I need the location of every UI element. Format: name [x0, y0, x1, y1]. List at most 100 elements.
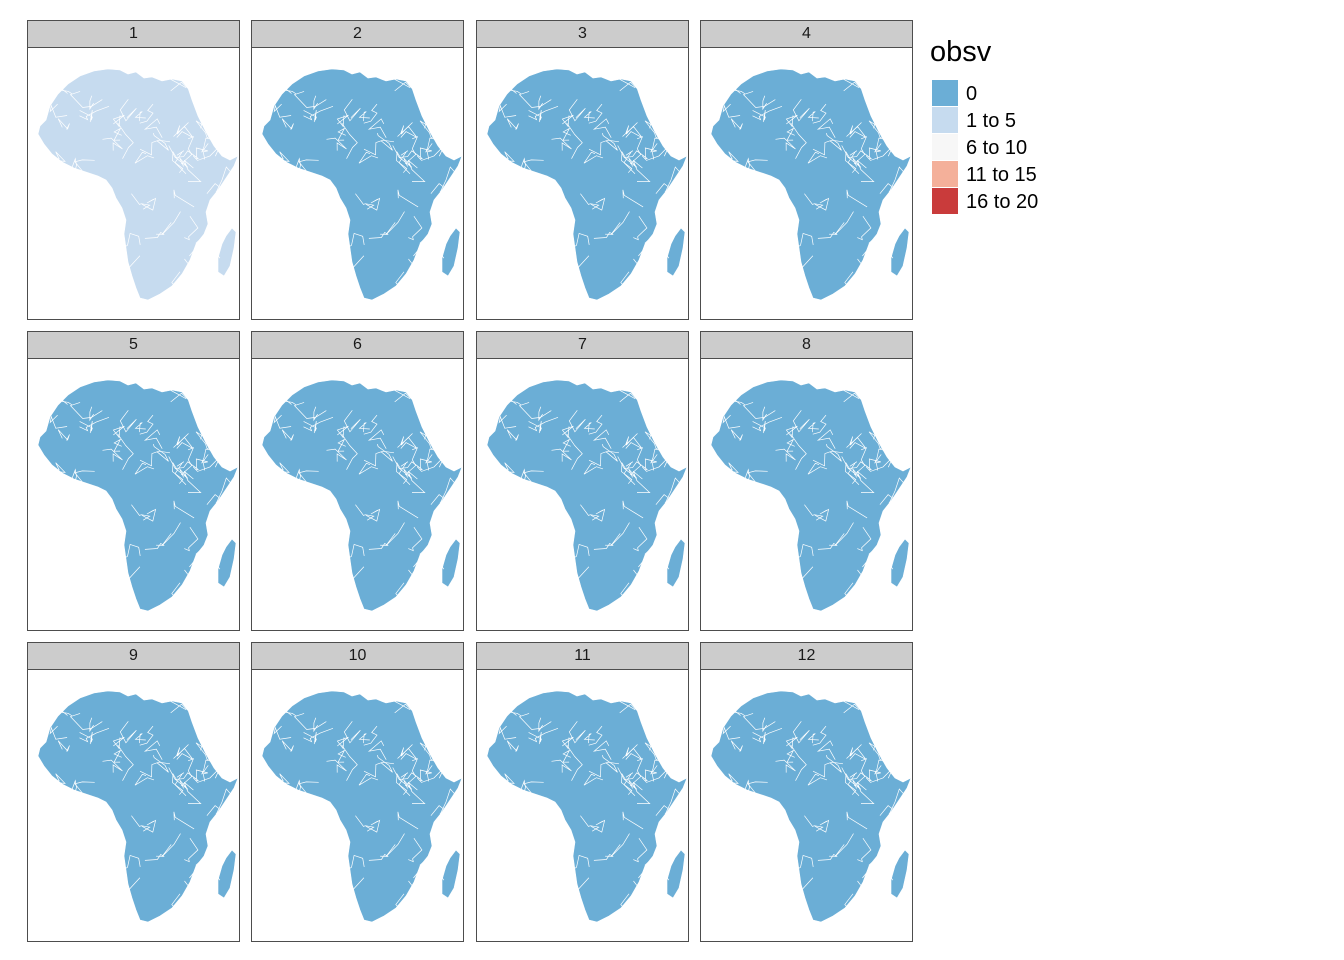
- basin-boundary: [644, 769, 657, 782]
- basin-boundary: [184, 838, 199, 863]
- basin-boundary: [337, 127, 346, 141]
- basin-boundary: [834, 833, 854, 857]
- basin-boundary: [89, 95, 94, 111]
- basin-boundary: [874, 137, 886, 153]
- basin-boundary: [376, 754, 393, 773]
- basin-boundary: [215, 788, 237, 814]
- basin-boundary: [358, 422, 370, 433]
- basin-boundary: [439, 166, 461, 192]
- basin-boundary: [408, 527, 423, 552]
- legend: obsv 0 1 to 5 6 to 10 11 to 15 16 to 20: [930, 34, 1038, 215]
- africa-map: [261, 379, 463, 612]
- basin-boundary: [305, 797, 321, 817]
- map-panel: [476, 669, 689, 942]
- basin-boundary: [516, 246, 528, 269]
- basin-boundary: [548, 847, 557, 883]
- basin-boundary: [355, 815, 375, 832]
- basin-boundary: [323, 847, 332, 883]
- basin-boundary: [69, 529, 96, 556]
- basin-boundary: [742, 91, 776, 108]
- basin-boundary: [139, 761, 171, 778]
- basin-boundary: [525, 507, 539, 524]
- basin-boundary: [588, 761, 620, 778]
- basin-boundary: [64, 830, 88, 849]
- basin-boundary: [281, 740, 294, 752]
- basin-boundary: [45, 822, 63, 835]
- basin-boundary: [173, 811, 195, 830]
- basin-boundary: [358, 773, 379, 786]
- basin-boundary: [399, 150, 423, 160]
- basin-boundary: [566, 433, 583, 470]
- basin-boundary: [99, 536, 108, 572]
- basin-boundary: [498, 103, 517, 118]
- basin-boundary: [588, 414, 603, 435]
- basin-boundary: [131, 815, 151, 832]
- basin-boundary: [518, 91, 552, 108]
- africa-map: [486, 68, 688, 301]
- basin-boundary: [54, 505, 66, 520]
- facet-panel: 3: [476, 20, 689, 320]
- basin-boundary: [72, 535, 89, 567]
- basin-boundary: [326, 137, 347, 151]
- basin-boundary: [376, 443, 393, 462]
- basin-boundary: [112, 425, 125, 439]
- basin-boundary: [493, 157, 509, 174]
- basin-boundary: [764, 880, 777, 897]
- basin-boundary: [399, 772, 423, 782]
- basin-boundary: [785, 736, 798, 750]
- basin-boundary: [113, 127, 122, 141]
- basin-boundary: [313, 95, 318, 111]
- basin-boundary: [508, 478, 535, 499]
- basin-boundary: [524, 808, 547, 822]
- basin-boundary: [868, 458, 881, 471]
- basin-boundary: [752, 110, 766, 123]
- basin-boundary: [846, 436, 867, 449]
- basin-boundary: [583, 151, 604, 164]
- basin-boundary: [711, 704, 725, 718]
- basin-boundary: [847, 150, 860, 175]
- basin-boundary: [103, 563, 119, 581]
- legend-label: 6 to 10: [966, 137, 1028, 159]
- basin-boundary: [408, 216, 423, 241]
- basin-boundary: [303, 732, 317, 745]
- basin-boundary: [54, 194, 66, 209]
- basin-boundary: [174, 150, 187, 175]
- basin-boundary: [139, 139, 171, 156]
- basin-boundary: [513, 830, 537, 849]
- basin-boundary: [175, 772, 199, 782]
- map-panel: [27, 358, 240, 631]
- basin-boundary: [385, 522, 405, 546]
- legend-swatch: [932, 107, 958, 133]
- basin-boundary: [878, 902, 903, 915]
- basin-boundary: [139, 450, 171, 467]
- basin-boundary: [144, 232, 165, 239]
- basin-boundary: [91, 258, 104, 275]
- basin-boundary: [853, 136, 868, 165]
- basin-boundary: [422, 560, 445, 574]
- basin-boundary: [300, 507, 314, 524]
- legend-item: 1 to 5: [930, 107, 1016, 134]
- basin-boundary: [305, 175, 321, 195]
- basin-boundary: [355, 504, 375, 521]
- basin-boundary: [601, 754, 618, 773]
- basin-boundary: [283, 478, 310, 499]
- basin-boundary: [131, 504, 151, 521]
- basin-boundary: [785, 114, 798, 128]
- basin-boundary: [103, 252, 119, 270]
- basin-boundary: [198, 249, 221, 263]
- basin-boundary: [419, 769, 432, 782]
- basin-boundary: [711, 393, 725, 407]
- basin-boundary: [303, 416, 334, 432]
- basin-boundary: [79, 837, 87, 862]
- basin-boundary: [358, 733, 370, 744]
- basin-boundary: [439, 788, 461, 814]
- basin-boundary: [610, 833, 630, 857]
- basin-boundary: [538, 406, 543, 422]
- basin-boundary: [814, 819, 830, 833]
- basin-boundary: [498, 414, 517, 429]
- basin-boundary: [624, 461, 648, 471]
- basin-boundary: [205, 591, 230, 604]
- basin-boundary: [592, 740, 612, 760]
- basin-boundary: [503, 505, 515, 520]
- basin-boundary: [180, 447, 195, 476]
